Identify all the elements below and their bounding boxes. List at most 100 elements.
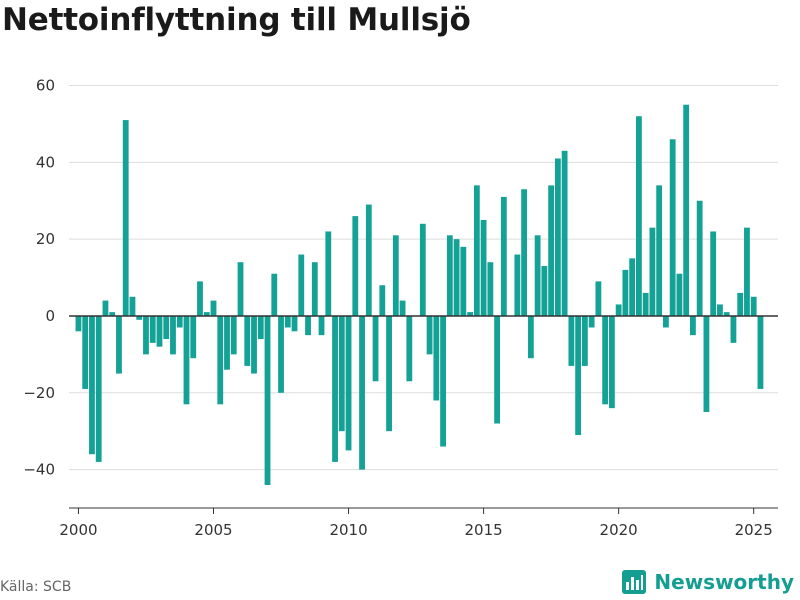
bar xyxy=(338,315,345,432)
bar xyxy=(588,315,595,328)
x-tick-label: 2000 xyxy=(59,521,97,539)
chart-title: Nettoinflyttning till Mullsjö xyxy=(2,2,471,38)
bar xyxy=(149,315,156,343)
bar xyxy=(635,116,642,316)
bar xyxy=(406,315,413,382)
bar xyxy=(467,312,473,316)
bar xyxy=(298,254,305,316)
bar xyxy=(102,300,109,316)
bar xyxy=(379,285,386,316)
bar xyxy=(129,296,136,316)
bar xyxy=(224,315,230,370)
bar xyxy=(737,292,744,316)
x-tick-label: 2015 xyxy=(465,521,503,539)
bar xyxy=(534,235,541,316)
bar xyxy=(116,315,122,374)
bar xyxy=(176,315,183,328)
bar xyxy=(622,269,629,316)
bar xyxy=(440,315,446,447)
bar xyxy=(710,231,717,316)
bar xyxy=(278,315,284,393)
bar xyxy=(230,315,237,355)
bar xyxy=(703,315,710,412)
bar xyxy=(595,281,602,316)
y-tick-label: 20 xyxy=(36,230,55,248)
bar xyxy=(514,254,521,316)
bar xyxy=(615,304,622,316)
x-tick-label: 2005 xyxy=(194,521,232,539)
bar xyxy=(136,315,143,320)
bar xyxy=(89,315,95,455)
bar xyxy=(527,315,534,359)
bar xyxy=(291,315,298,332)
y-tick-label: −20 xyxy=(23,384,55,402)
bar xyxy=(197,281,203,316)
bar xyxy=(251,315,257,374)
bar xyxy=(757,315,764,389)
bar xyxy=(676,273,683,316)
brand-logo[interactable]: Newsworthy xyxy=(622,570,794,594)
bar xyxy=(372,315,379,382)
bar xyxy=(365,204,372,316)
bar xyxy=(696,200,703,316)
bar xyxy=(575,315,582,436)
bar xyxy=(332,315,338,462)
bar xyxy=(237,262,244,316)
bar xyxy=(311,262,318,316)
bar xyxy=(460,246,467,316)
bar xyxy=(500,196,507,316)
bar xyxy=(359,315,365,470)
bar xyxy=(305,315,311,336)
bar xyxy=(663,315,669,328)
bar xyxy=(345,315,352,451)
bar xyxy=(642,292,649,316)
y-tick-label: 0 xyxy=(45,307,55,325)
bar xyxy=(554,158,561,316)
bar xyxy=(608,315,615,409)
bar xyxy=(163,315,170,340)
bar xyxy=(494,315,501,424)
axes: −40 −20 0 20 40 60 2000 2005 2010 2015 2020 2025 xyxy=(23,77,778,539)
bar xyxy=(602,315,609,405)
bar xyxy=(426,315,433,355)
bar xyxy=(399,300,406,316)
bar xyxy=(730,315,737,343)
bar xyxy=(521,189,528,316)
bar xyxy=(683,104,690,316)
bar xyxy=(183,315,190,405)
bar xyxy=(487,262,494,316)
brand-name: Newsworthy xyxy=(654,570,794,594)
bar xyxy=(723,312,730,316)
bar xyxy=(392,235,399,316)
bar xyxy=(203,312,210,316)
x-tick-label: 2025 xyxy=(735,521,773,539)
bar xyxy=(649,227,656,316)
bar xyxy=(284,315,291,328)
bar xyxy=(717,304,723,316)
bar xyxy=(264,315,271,485)
bar xyxy=(433,315,440,401)
bar xyxy=(122,120,129,316)
bar xyxy=(750,296,757,316)
bar xyxy=(656,185,663,316)
y-tick-label: 60 xyxy=(36,77,55,95)
bar xyxy=(446,235,453,316)
bar xyxy=(244,315,251,366)
bar-chart-icon xyxy=(622,570,647,594)
bar xyxy=(190,315,197,359)
bar xyxy=(386,315,392,432)
bar xyxy=(568,315,575,366)
bar xyxy=(690,315,696,336)
bar xyxy=(352,216,359,316)
bar xyxy=(561,150,568,316)
bar xyxy=(318,315,325,336)
bar xyxy=(629,258,636,316)
bar xyxy=(109,312,116,316)
bar xyxy=(325,231,332,316)
y-tick-label: −40 xyxy=(23,461,55,479)
bar xyxy=(480,219,487,316)
bar xyxy=(453,239,460,316)
bar xyxy=(271,273,278,316)
bar xyxy=(75,315,82,332)
